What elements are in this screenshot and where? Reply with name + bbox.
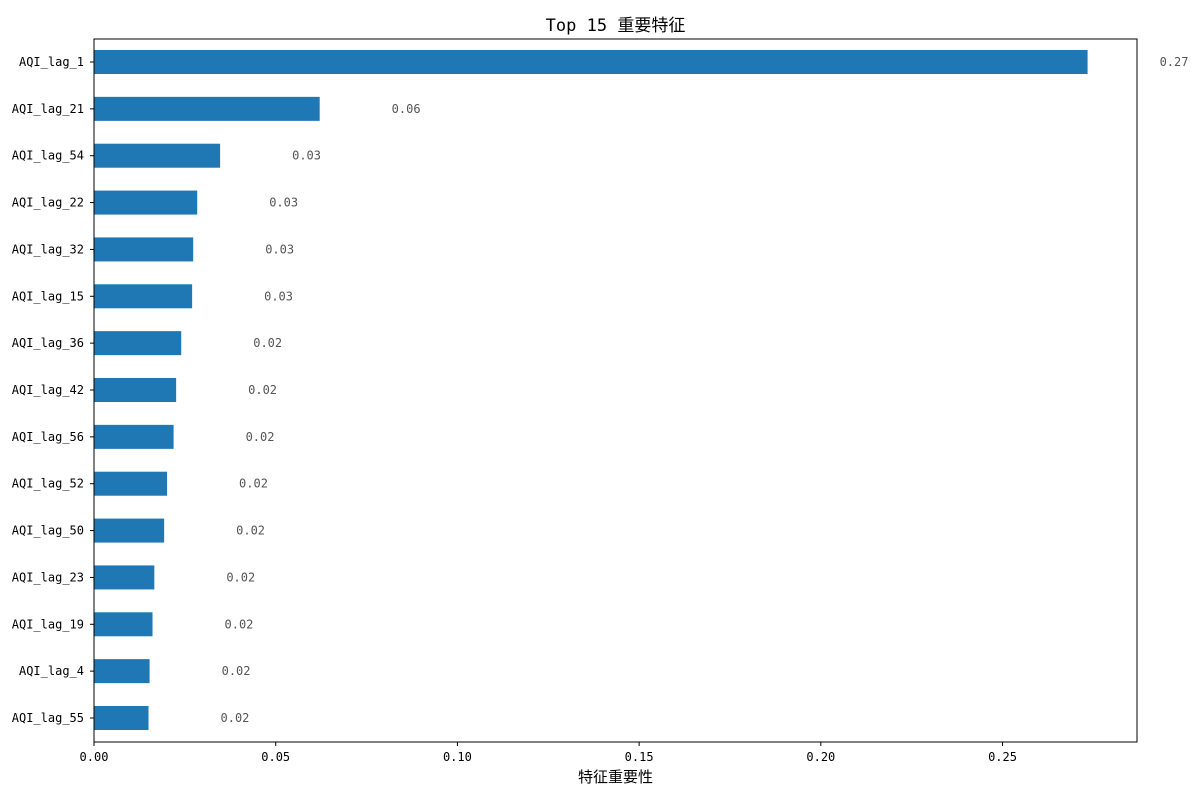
y-tick-label-AQI_lag_4: AQI_lag_4 — [19, 664, 84, 678]
value-label-AQI_lag_42: 0.02 — [248, 383, 277, 397]
y-tick-label-AQI_lag_50: AQI_lag_50 — [12, 524, 84, 538]
value-label-AQI_lag_32: 0.03 — [265, 242, 294, 256]
x-tick-label-0: 0.00 — [80, 750, 109, 764]
y-tick-label-AQI_lag_42: AQI_lag_42 — [12, 383, 84, 397]
value-label-AQI_lag_19: 0.02 — [225, 617, 254, 631]
bar-AQI_lag_50 — [94, 518, 165, 543]
y-tick-label-AQI_lag_21: AQI_lag_21 — [12, 102, 84, 116]
y-tick-label-AQI_lag_19: AQI_lag_19 — [12, 617, 84, 631]
y-tick-label-AQI_lag_56: AQI_lag_56 — [12, 430, 84, 444]
value-label-AQI_lag_55: 0.02 — [221, 711, 250, 725]
bar-AQI_lag_55 — [94, 706, 149, 730]
bar-AQI_lag_54 — [94, 143, 221, 168]
y-tick-label-AQI_lag_54: AQI_lag_54 — [12, 149, 84, 163]
bar-AQI_lag_21 — [94, 96, 320, 121]
bar-AQI_lag_4 — [94, 659, 150, 684]
bar-AQI_lag_19 — [94, 612, 153, 637]
bar-AQI_lag_36 — [94, 331, 182, 356]
y-tick-label-AQI_lag_55: AQI_lag_55 — [12, 711, 84, 725]
value-label-AQI_lag_52: 0.02 — [239, 477, 268, 491]
value-label-AQI_lag_21: 0.06 — [392, 102, 421, 116]
y-tick-label-AQI_lag_36: AQI_lag_36 — [12, 336, 84, 350]
bars-layer — [94, 50, 1088, 730]
value-label-AQI_lag_15: 0.03 — [264, 289, 293, 303]
value-label-AQI_lag_36: 0.02 — [253, 336, 282, 350]
value-label-AQI_lag_22: 0.03 — [269, 196, 298, 210]
x-tick-label-1: 0.05 — [261, 750, 290, 764]
bar-AQI_lag_32 — [94, 237, 194, 262]
y-tick-label-AQI_lag_1: AQI_lag_1 — [19, 55, 84, 69]
bar-AQI_lag_1 — [94, 50, 1088, 74]
y-tick-label-AQI_lag_23: AQI_lag_23 — [12, 570, 84, 584]
y-axis: AQI_lag_1 AQI_lag_21 AQI_lag_54 AQI_lag_22 A… — [12, 55, 94, 725]
bar-AQI_lag_22 — [94, 190, 198, 215]
bar-AQI_lag_52 — [94, 471, 168, 496]
value-label-AQI_lag_23: 0.02 — [226, 570, 255, 584]
bar-AQI_lag_15 — [94, 284, 193, 309]
x-axis: 0.00 0.05 0.10 0.15 0.20 0.25 — [80, 742, 1017, 764]
value-label-AQI_lag_4: 0.02 — [222, 664, 251, 678]
bar-AQI_lag_23 — [94, 565, 155, 590]
value-label-AQI_lag_54: 0.03 — [292, 149, 321, 163]
x-tick-label-2: 0.10 — [443, 750, 472, 764]
value-label-AQI_lag_50: 0.02 — [236, 524, 265, 538]
value-labels-layer: 0.27 0.06 0.03 0.03 0.03 0.03 0.02 0.02 0.02 0.02… — [221, 55, 1189, 725]
x-tick-label-3: 0.15 — [625, 750, 654, 764]
bar-AQI_lag_56 — [94, 424, 174, 449]
plot-frame — [93, 38, 1138, 743]
value-label-AQI_lag_56: 0.02 — [246, 430, 275, 444]
y-tick-label-AQI_lag_22: AQI_lag_22 — [12, 196, 84, 210]
chart-title: Top 15 重要特征 — [546, 16, 686, 36]
x-tick-label-4: 0.20 — [806, 750, 835, 764]
y-tick-label-AQI_lag_15: AQI_lag_15 — [12, 289, 84, 303]
x-tick-label-5: 0.25 — [988, 750, 1017, 764]
x-axis-label: 特征重要性 — [578, 768, 653, 786]
y-tick-label-AQI_lag_52: AQI_lag_52 — [12, 477, 84, 491]
value-label-AQI_lag_1: 0.27 — [1160, 55, 1189, 69]
bar-AQI_lag_42 — [94, 378, 177, 402]
y-tick-label-AQI_lag_32: AQI_lag_32 — [12, 242, 84, 256]
